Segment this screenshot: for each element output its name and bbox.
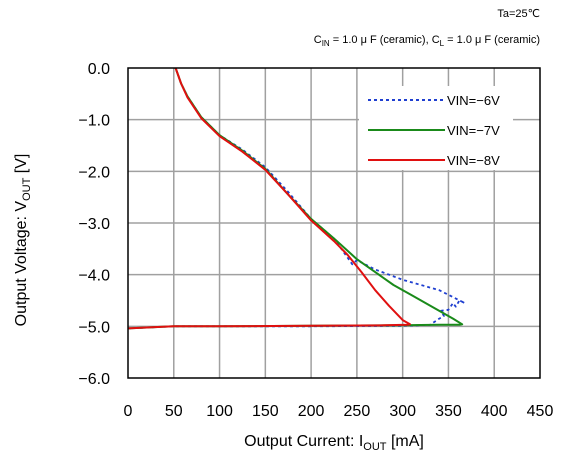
x-tick-label: 300 bbox=[389, 403, 416, 420]
y-tick-label: −4.0 bbox=[78, 268, 110, 285]
y-tick-label: 0.0 bbox=[88, 61, 110, 78]
x-tick-label: 350 bbox=[435, 403, 462, 420]
x-tick-label: 200 bbox=[298, 403, 325, 420]
x-tick-label: 250 bbox=[344, 403, 371, 420]
series-group bbox=[127, 67, 466, 330]
y-tick-label: −2.0 bbox=[78, 164, 110, 181]
capacitor-note: CIN = 1.0 μ F (ceramic), CL = 1.0 μ F (c… bbox=[314, 34, 540, 48]
y-axis-label: Output Voltage: VOUT [V] bbox=[13, 154, 33, 327]
x-axis-label: Output Current: IOUT [mA] bbox=[244, 433, 424, 453]
y-tick-label: −5.0 bbox=[78, 319, 110, 336]
x-tick-label: 450 bbox=[527, 403, 554, 420]
x-tick-label: 400 bbox=[481, 403, 508, 420]
x-tick-label: 150 bbox=[252, 403, 279, 420]
plot-frame bbox=[127, 67, 541, 379]
y-tick-label: −3.0 bbox=[78, 216, 110, 233]
x-tick-label: 0 bbox=[124, 403, 133, 420]
temperature-note: Ta=25℃ bbox=[497, 8, 540, 20]
legend-label: VIN=−7V bbox=[447, 123, 500, 138]
legend-label: VIN=−6V bbox=[447, 93, 500, 108]
legend-label: VIN=−8V bbox=[447, 153, 500, 168]
tick-labels: 0 50 100 150 200 250 300 350 400 450 0.0 −1.0 −2.0 −3… bbox=[78, 61, 553, 420]
y-tick-label: −6.0 bbox=[78, 371, 110, 388]
series-line bbox=[127, 67, 411, 330]
legend: VIN=−6V VIN=−7V VIN=−8V bbox=[359, 86, 513, 170]
x-tick-label: 100 bbox=[206, 403, 233, 420]
y-tick-label: −1.0 bbox=[78, 113, 110, 130]
x-tick-label: 50 bbox=[165, 403, 183, 420]
